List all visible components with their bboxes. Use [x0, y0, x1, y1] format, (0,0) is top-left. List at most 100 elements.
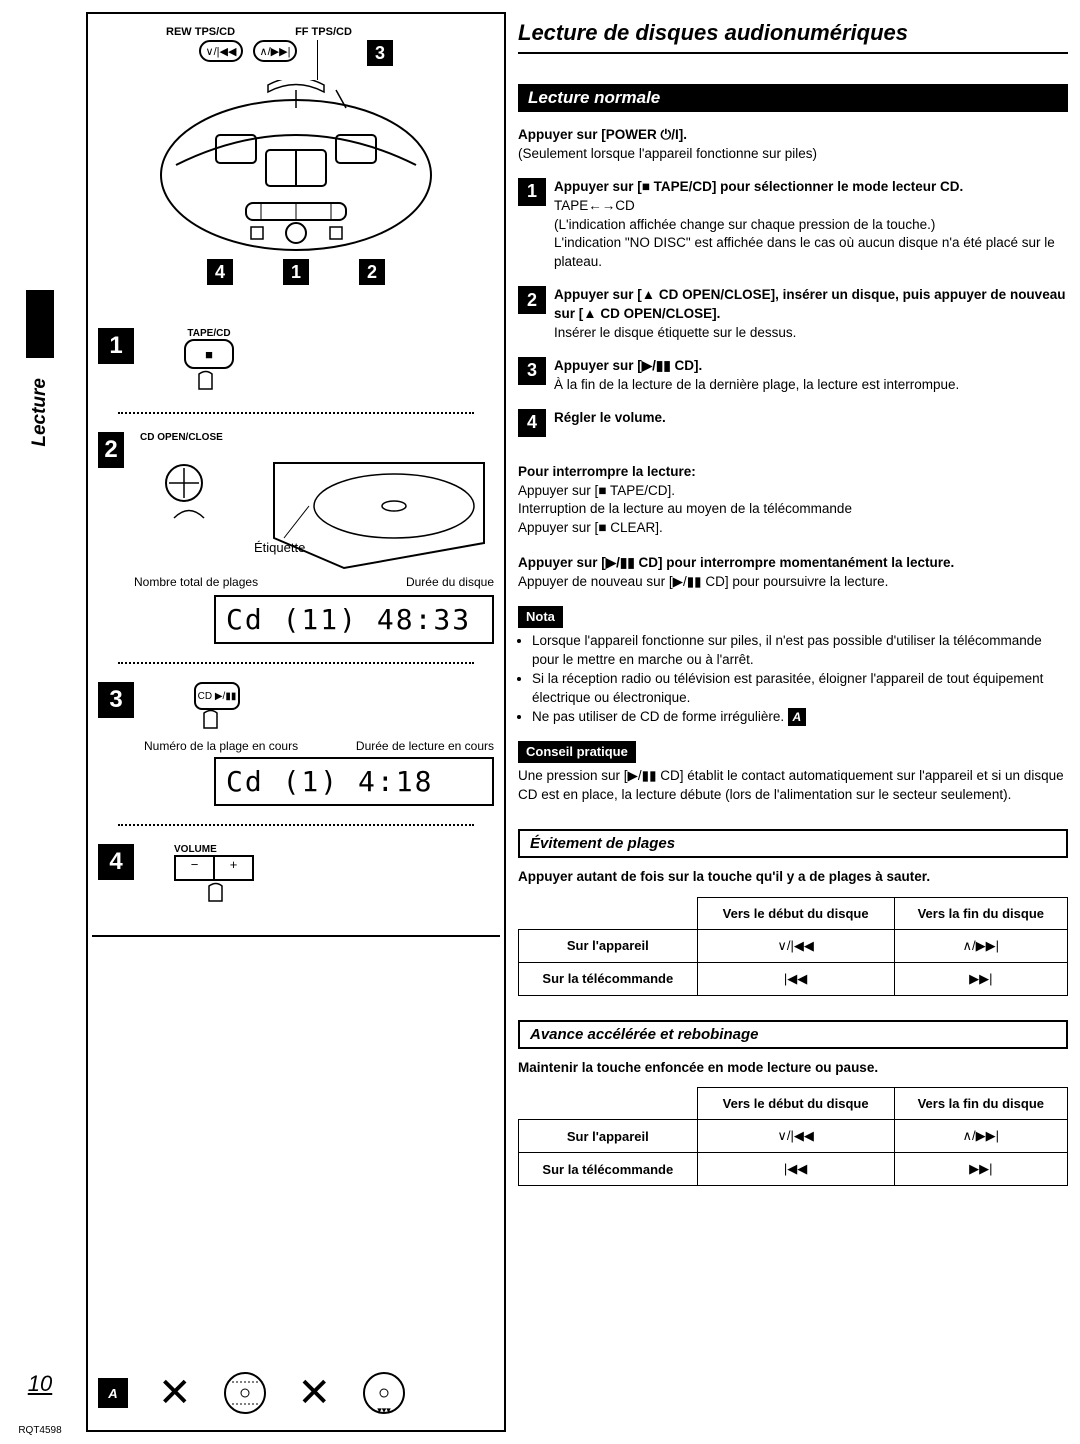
irregular-cd-icon: ▾▾▾: [361, 1370, 407, 1416]
skip-col2: Vers la fin du disque: [894, 897, 1067, 929]
stop-l2: Interruption de la lecture au moyen de l…: [518, 500, 1068, 519]
skip-table: Vers le début du disque Vers la fin du d…: [518, 897, 1068, 996]
s3-p: À la fin de la lecture de la dernière pl…: [554, 376, 959, 395]
step4-label: VOLUME: [174, 844, 254, 855]
ff-r2c2: ▶▶|: [894, 1153, 1067, 1186]
page-title: Lecture de disques audionumériques: [518, 20, 908, 45]
ff-col1: Vers le début du disque: [697, 1088, 894, 1120]
num-4: 4: [518, 409, 546, 437]
pause-block: Appuyer sur [▶/▮▮ CD] pour interrompre m…: [518, 554, 1068, 592]
num-3: 3: [518, 357, 546, 385]
left-column: REW TPS/CD FF TPS/CD ∨/|◀◀ ∧/▶▶| 3: [86, 12, 506, 1432]
steps-panel: 1 TAPE/CD ■ 2 CD OPEN/CLOSE: [94, 320, 498, 1424]
skip-r1c2: ∧/▶▶|: [894, 929, 1067, 962]
s3-heading: Appuyer sur [▶/▮▮ CD].: [554, 357, 959, 376]
nota-b3: Ne pas utiliser de CD de forme irréguliè…: [532, 708, 1068, 727]
display-1: Cd (11) 48:33: [214, 595, 494, 644]
step-4-row: 4 VOLUME − +: [98, 844, 494, 909]
ff-button-icon: ∧/▶▶|: [253, 40, 297, 62]
stop-block: Pour interrompre la lecture: Appuyer sur…: [518, 463, 1068, 539]
tip-tag: Conseil pratique: [518, 741, 636, 763]
volume-rocker: − +: [174, 855, 254, 881]
pause-heading: Appuyer sur [▶/▮▮ CD] pour interrompre m…: [518, 554, 1068, 573]
hand-icon: [204, 881, 234, 906]
step3-icon-label: CD ▶/▮▮: [198, 691, 237, 702]
num-2: 2: [518, 286, 546, 314]
intro-bold: Appuyer sur [POWER ⏻/I].: [518, 127, 687, 142]
panel-a-letter: A: [98, 1378, 128, 1408]
doc-code: RQT4598: [18, 1425, 61, 1436]
cross-icon: ✕: [298, 1370, 332, 1416]
stop-heading: Pour interrompre la lecture:: [518, 463, 1068, 482]
s4-heading: Régler le volume.: [554, 409, 666, 437]
title-block: Lecture de disques audionumériques: [518, 20, 1068, 54]
stop-l3: Appuyer sur [■ CLEAR].: [518, 519, 1068, 538]
skip-r1c1: ∨/|◀◀: [697, 929, 894, 962]
nota-b2: Si la réception radio ou télévision est …: [532, 670, 1068, 708]
rew-button-icon: ∨/|◀◀: [199, 40, 243, 62]
skip-r2c1: |◀◀: [697, 962, 894, 995]
hand-icon: [194, 369, 224, 394]
left-sidebar: Lecture 10 RQT4598: [0, 0, 80, 1444]
ff-table: Vers le début du disque Vers la fin du d…: [518, 1087, 1068, 1186]
step1-label: TAPE/CD: [187, 328, 230, 339]
right-column: Lecture de disques audionumériques Lectu…: [518, 12, 1068, 1432]
step2-label: CD OPEN/CLOSE: [140, 432, 494, 443]
stop-l1: Appuyer sur [■ TAPE/CD].: [518, 482, 1068, 501]
ff-r2c1: |◀◀: [697, 1153, 894, 1186]
irregular-cd-icon: [222, 1370, 268, 1416]
s2-p: Insérer le disque étiquette sur le dessu…: [554, 324, 1068, 343]
s1-p2: L'indication "NO DISC" est affichée dans…: [554, 234, 1068, 272]
intro-note: (Seulement lorsque l'appareil fonctionne…: [518, 146, 817, 161]
ff-intro: Maintenir la touche enfoncée en mode lec…: [518, 1059, 1068, 1078]
ff-label: FF TPS/CD: [295, 26, 352, 38]
right-step-1: 1 Appuyer sur [■ TAPE/CD] pour sélection…: [518, 178, 1068, 272]
right-step-2: 2 Appuyer sur [▲ CD OPEN/CLOSE], insérer…: [518, 286, 1068, 343]
vol-minus: −: [176, 857, 213, 879]
ff-row2: Sur la télécommande: [519, 1153, 698, 1186]
right-step-3: 3 Appuyer sur [▶/▮▮ CD]. À la fin de la …: [518, 357, 1068, 395]
callout-2: 2: [359, 259, 385, 285]
callout-4: 4: [207, 259, 233, 285]
disc-duration-label: Durée du disque: [406, 575, 494, 589]
display-2: Cd (1) 4:18: [214, 757, 494, 806]
s1-p1: (L'indication affichée change sur chaque…: [554, 216, 1068, 235]
cd-tray-illustration: [134, 443, 494, 573]
s2-heading: Appuyer sur [▲ CD OPEN/CLOSE], insérer u…: [554, 286, 1068, 324]
svg-text:▾▾▾: ▾▾▾: [377, 1405, 391, 1415]
step-3-row: 3 CD ▶/▮▮ Numéro de la plage en cours Du…: [98, 682, 494, 806]
intro: Appuyer sur [POWER ⏻/I]. (Seulement lors…: [518, 126, 1068, 164]
skip-intro: Appuyer autant de fois sur la touche qu'…: [518, 868, 1068, 887]
skip-col1: Vers le début du disque: [697, 897, 894, 929]
s1-arrow: TAPE←→CD: [554, 197, 1068, 216]
rew-label: REW TPS/CD: [166, 26, 235, 38]
step-4-num: 4: [98, 844, 134, 880]
hand-icon: [199, 710, 229, 732]
step-1-num: 1: [98, 328, 134, 364]
section-normal: Lecture normale: [518, 84, 1068, 112]
skip-r2c2: ▶▶|: [894, 962, 1067, 995]
side-black-tab: [26, 290, 54, 358]
s1-heading: Appuyer sur [■ TAPE/CD] pour sélectionne…: [554, 178, 1068, 197]
total-tracks-label: Nombre total de plages: [134, 575, 258, 589]
panel-a-row: A ✕ ✕ ▾▾▾: [98, 1370, 494, 1416]
step-1-row: 1 TAPE/CD ■: [98, 328, 494, 394]
skip-heading: Évitement de plages: [518, 829, 1068, 858]
device-diagram: REW TPS/CD FF TPS/CD ∨/|◀◀ ∧/▶▶| 3: [94, 20, 498, 320]
cross-icon: ✕: [158, 1370, 192, 1416]
nota-block: Nota Lorsque l'appareil fonctionne sur p…: [518, 606, 1068, 727]
ff-r1c2: ∧/▶▶|: [894, 1120, 1067, 1153]
skip-row2: Sur la télécommande: [519, 962, 698, 995]
side-label: Lecture: [29, 378, 51, 447]
nota-b1: Lorsque l'appareil fonctionne sur piles,…: [532, 632, 1068, 670]
page-number: 10: [28, 1371, 52, 1397]
callout-1: 1: [283, 259, 309, 285]
pause-p: Appuyer de nouveau sur [▶/▮▮ CD] pour po…: [518, 573, 1068, 592]
ff-r1c1: ∨/|◀◀: [697, 1120, 894, 1153]
vol-plus: +: [213, 857, 252, 879]
ff-row1: Sur l'appareil: [519, 1120, 698, 1153]
step-2-num: 2: [98, 432, 124, 468]
step-2-row: 2 CD OPEN/CLOSE Étiquette Nombre total d…: [98, 432, 494, 644]
skip-row1: Sur l'appareil: [519, 929, 698, 962]
nota-tag: Nota: [518, 606, 563, 628]
